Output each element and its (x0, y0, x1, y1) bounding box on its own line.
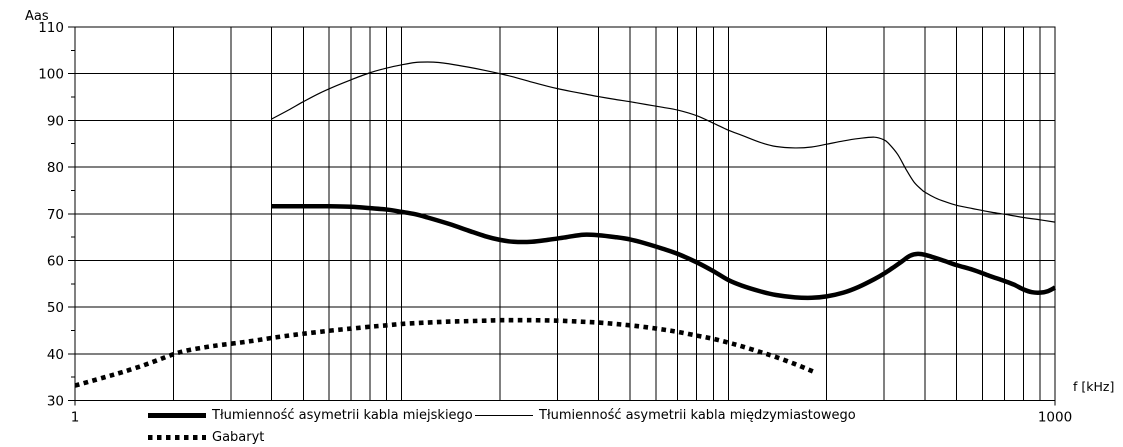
legend-label: Tłumienność asymetrii kabla miejskiego (212, 408, 473, 423)
legend: Tłumienność asymetrii kabla miejskiego T… (0, 405, 1123, 447)
y-tick-label: 50 (47, 300, 64, 316)
y-tick-label: 80 (47, 160, 64, 176)
y-tick-label: 100 (38, 67, 64, 83)
plot-border (74, 26, 1056, 401)
y-axis-title: Aas (25, 9, 49, 24)
series-kabel-miedzymiastowy-line (271, 61, 1056, 223)
x-tick-label: 1 (71, 410, 80, 426)
y-tick-label: 30 (47, 394, 64, 410)
gridlines (75, 27, 1056, 401)
legend-item-kabel-miedzymiastowy: Tłumienność asymetrii kabla międzymiasto… (475, 407, 856, 424)
series-kabel-miejski-line (271, 203, 1057, 301)
legend-swatch-thick-solid-line (148, 413, 206, 418)
y-tick-label: 110 (38, 20, 64, 36)
axis-ticks (68, 26, 1056, 406)
legend-item-kabel-miejski: Tłumienność asymetrii kabla miejskiego (148, 407, 473, 424)
y-tick-label: 70 (47, 207, 64, 223)
y-tick-label: 40 (47, 347, 64, 363)
y-tick-label: 60 (47, 253, 64, 269)
legend-label: Gabaryt (212, 430, 265, 445)
legend-item-gabaryt: Gabaryt (148, 429, 264, 446)
legend-swatch-thin-solid-line (475, 415, 533, 416)
series-gabaryt-line (74, 317, 817, 388)
legend-swatch-dotted-line (148, 435, 206, 440)
series-curves (74, 61, 1057, 388)
legend-label: Tłumienność asymetrii kabla międzymiasto… (539, 408, 856, 423)
x-axis-title: f [kHz] (1073, 379, 1115, 394)
axis-tick-labels: 110 100 90 80 70 60 50 40 30 1 1000 (38, 20, 1072, 426)
y-tick-label: 90 (47, 113, 64, 129)
x-tick-label: 1000 (1038, 410, 1072, 426)
